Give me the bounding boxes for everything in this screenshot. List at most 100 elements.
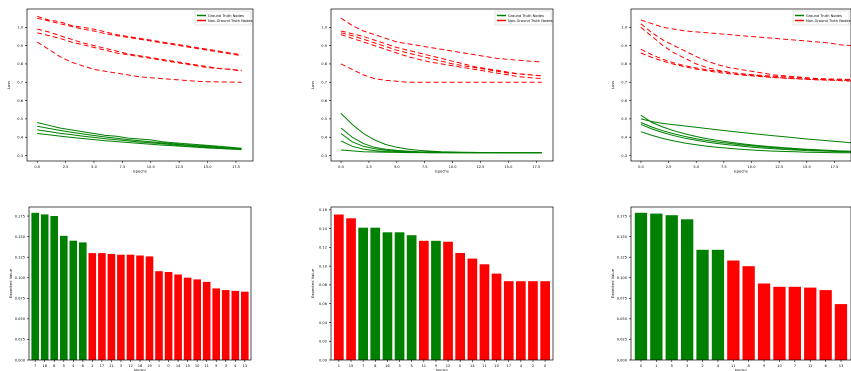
non-ground-truth-series-line (340, 63, 542, 83)
non-ground-truth-bar (804, 287, 817, 360)
x-tick-label: 3 (686, 364, 688, 368)
x-tick-label: 11 (204, 364, 209, 368)
ground-truth-bar (681, 219, 694, 360)
x-tick-label: 8 (53, 364, 56, 368)
non-ground-truth-bar (455, 253, 465, 360)
non-ground-truth-series-line (340, 17, 542, 63)
non-ground-truth-bar (467, 258, 478, 360)
y-tick-label: 0.075 (15, 297, 25, 301)
x-tick-label: 4 (520, 364, 523, 368)
y-tick-label: 0.125 (617, 255, 627, 259)
x-tick-label: 7.5 (422, 165, 428, 169)
non-ground-truth-series-line (640, 48, 851, 81)
x-tick-label: 11 (482, 364, 487, 368)
legend-label: Ground Truth Nodes (806, 14, 842, 18)
ground-truth-bar (79, 242, 87, 360)
x-tick-label: 10 (494, 364, 499, 368)
x-tick-label: 5.0 (394, 165, 400, 169)
x-tick-label: 1 (655, 364, 657, 368)
x-tick-label: 5.0 (91, 165, 97, 169)
y-tick-label: 0.9 (17, 44, 23, 48)
y-tick-label: 0.3 (321, 154, 327, 158)
y-axis-label: Loss (610, 81, 615, 89)
y-tick-label: 0.000 (617, 358, 628, 362)
y-tick-label: 0.3 (17, 154, 23, 158)
ground-truth-bar (31, 212, 39, 360)
ground-truth-bar (394, 232, 405, 360)
ground-truth-series-line (37, 129, 242, 150)
x-tick-label: 10.0 (449, 165, 458, 169)
x-tick-label: 12 (446, 364, 451, 368)
legend-box (194, 10, 252, 26)
y-axis-label: Loss (6, 81, 11, 89)
x-tick-label: 10 (195, 364, 200, 368)
x-tick-label: 17.5 (532, 165, 540, 169)
ground-truth-bar (696, 249, 709, 360)
y-tick-label: 0.100 (617, 276, 628, 280)
ground-truth-bar (406, 235, 417, 360)
ground-truth-bar (382, 232, 393, 360)
y-tick-label: 0.050 (15, 317, 26, 321)
y-tick-label: 0.6 (321, 99, 327, 103)
y-axis-label: Expected Value (8, 268, 13, 298)
x-tick-label: 0 (459, 364, 462, 368)
ground-truth-series-line (340, 113, 542, 154)
x-tick-label: 10 (777, 364, 782, 368)
x-tick-label: 3 (398, 364, 400, 368)
ground-truth-series-line (640, 122, 851, 152)
y-tick-label: 0.4 (17, 135, 23, 139)
y-axis-label: Expected Value (310, 268, 315, 298)
expected-value-chart-4: 7 18 8 5 4 6 2 17 11 3 12 16 19 1 0 14 15 10 11 9 3 4 130.0000… (8, 206, 252, 371)
x-tick-label: 17.5 (232, 165, 240, 169)
ground-truth-bar (40, 214, 49, 360)
non-ground-truth-bar (221, 290, 230, 360)
x-tick-label: 19 (147, 364, 152, 368)
plot-area (340, 17, 542, 154)
y-tick-label: 0.8 (17, 62, 23, 66)
y-tick-label: 0.16 (319, 208, 328, 212)
ground-truth-series-line (340, 127, 542, 154)
non-ground-truth-bar (241, 291, 249, 360)
plot-area (634, 212, 848, 360)
y-tick-label: 0.050 (617, 317, 628, 321)
y-tick-label: 0.10 (319, 264, 328, 268)
x-tick-label: 7.5 (120, 165, 126, 169)
x-tick-label: 0.0 (338, 165, 344, 169)
ground-truth-bar (431, 240, 441, 360)
non-ground-truth-series-line (340, 32, 542, 77)
plot-area (640, 19, 851, 154)
x-tick-label: 1 (338, 364, 340, 368)
y-tick-label: 1.0 (17, 26, 23, 30)
non-ground-truth-bar (183, 277, 192, 360)
non-ground-truth-bar (727, 260, 740, 360)
y-tick-label: 0.8 (621, 62, 627, 66)
x-tick-label: 5 (411, 364, 413, 368)
y-tick-label: 0.5 (321, 117, 327, 121)
legend-label: Non-Ground Truth Nodes (508, 19, 553, 23)
x-tick-label: 15.0 (204, 165, 213, 169)
non-ground-truth-bar (193, 279, 201, 360)
non-ground-truth-bar (491, 273, 502, 360)
expected-value-chart-5: 1 15 7 8 16 3 5 11 9 12 0 14 11 10 17 4 2 0 0.00 0.02 0.04 0.… (310, 206, 554, 371)
non-ground-truth-bar (419, 240, 429, 360)
y-tick-label: 0.5 (17, 117, 23, 121)
x-tick-label: 2.5 (63, 165, 69, 169)
y-axis-label: Expected Value (610, 268, 615, 298)
non-ground-truth-bar (88, 253, 97, 360)
non-ground-truth-bar (540, 281, 550, 360)
x-tick-label: 2.5 (666, 165, 672, 169)
y-tick-label: 0.7 (321, 81, 327, 85)
non-ground-truth-series-line (37, 15, 242, 56)
non-ground-truth-bar (231, 290, 240, 360)
x-tick-label: 17.5 (830, 165, 838, 169)
x-tick-label: 7 (794, 364, 796, 368)
x-tick-label: 0.0 (34, 165, 40, 169)
ground-truth-series-line (37, 125, 242, 150)
non-ground-truth-bar (334, 214, 344, 360)
ground-truth-series-line (340, 149, 542, 154)
x-tick-label: 11 (422, 364, 427, 368)
loss-chart-2: 0.0 2.5 5.0 7.5 10.0 12.5 15.0 17.5 0.3 0.4 0.5 0.6… (310, 8, 554, 174)
x-tick-label: 15 (185, 364, 190, 368)
x-tick-label: 9 (435, 364, 438, 368)
non-ground-truth-bar (98, 253, 106, 360)
